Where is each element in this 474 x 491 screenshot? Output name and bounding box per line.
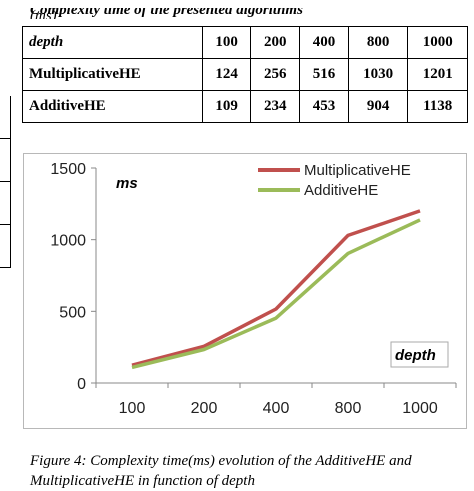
row-header: AdditiveHE bbox=[22, 90, 203, 123]
table-cell: 1000 bbox=[407, 26, 468, 59]
table-caption-unit: (ms) bbox=[30, 8, 57, 24]
y-tick-label: 1500 bbox=[50, 161, 86, 178]
table-cell: 200 bbox=[250, 26, 301, 59]
fragment-row bbox=[0, 139, 10, 182]
table-caption: Complexity time of the presented algorit… bbox=[30, 2, 303, 19]
table-cell: 234 bbox=[250, 90, 301, 123]
line-chart: 0 500 1000 1500 100 200 400 800 1000 Multiplicati… bbox=[23, 153, 467, 429]
table-body: depth 100 200 400 800 1000 MultiplicativeHE 124… bbox=[22, 26, 468, 123]
table-cell: 1201 bbox=[407, 58, 468, 91]
fragment-row bbox=[0, 96, 10, 139]
table-cell: 800 bbox=[347, 26, 409, 59]
y-axis-label: ms bbox=[116, 175, 138, 192]
series-line-multiplicativehe bbox=[131, 209, 421, 367]
fragment-row bbox=[0, 225, 10, 268]
y-tick-label: 500 bbox=[59, 304, 86, 321]
table-cell: 256 bbox=[250, 58, 301, 91]
x-tick-label: 200 bbox=[191, 400, 218, 417]
x-axis-label: depth bbox=[395, 347, 436, 364]
legend-label: AdditiveHE bbox=[304, 182, 378, 199]
table-cell: 124 bbox=[201, 58, 252, 91]
x-axis-label-box bbox=[390, 341, 449, 368]
table-row: depth 100 200 400 800 1000 bbox=[22, 26, 468, 59]
chart-canvas: 0 500 1000 1500 100 200 400 800 1000 Multiplicati… bbox=[50, 161, 457, 417]
table-cell: 1138 bbox=[407, 90, 468, 123]
fragment-row bbox=[0, 182, 10, 225]
table-cell: 400 bbox=[299, 26, 349, 59]
legend-label: MultiplicativeHE bbox=[304, 162, 411, 179]
figure-caption: Figure 4: Complexity time(ms) evolution … bbox=[30, 453, 412, 489]
table-caption-title: Complexity time of the presented algorit… bbox=[30, 2, 303, 18]
table-row: AdditiveHE 109 234 453 904 1138 bbox=[22, 90, 468, 123]
table-cell: 109 bbox=[201, 90, 252, 123]
table-row: MultiplicativeHE 124 256 516 1030 1201 bbox=[22, 58, 468, 91]
x-tick-label: 800 bbox=[335, 400, 362, 417]
table-cell: 453 bbox=[299, 90, 349, 123]
row-header: MultiplicativeHE bbox=[22, 58, 203, 91]
data-table: depth 100 200 400 800 1000 MultiplicativeHE 124… bbox=[22, 26, 468, 123]
table-cell: 100 bbox=[201, 26, 252, 59]
x-tick-label: 100 bbox=[119, 400, 146, 417]
row-header: depth bbox=[22, 26, 203, 59]
x-tick-label: 400 bbox=[263, 400, 290, 417]
table-cell: 516 bbox=[299, 58, 349, 91]
y-tick-label: 1000 bbox=[50, 233, 86, 250]
adjacent-table-fragment bbox=[0, 96, 11, 268]
series-line-additivehe bbox=[131, 218, 421, 370]
x-tick-label: 1000 bbox=[402, 400, 438, 417]
table-cell: 904 bbox=[347, 90, 409, 123]
table-cell: 1030 bbox=[347, 58, 409, 91]
y-tick-label: 0 bbox=[77, 376, 86, 393]
